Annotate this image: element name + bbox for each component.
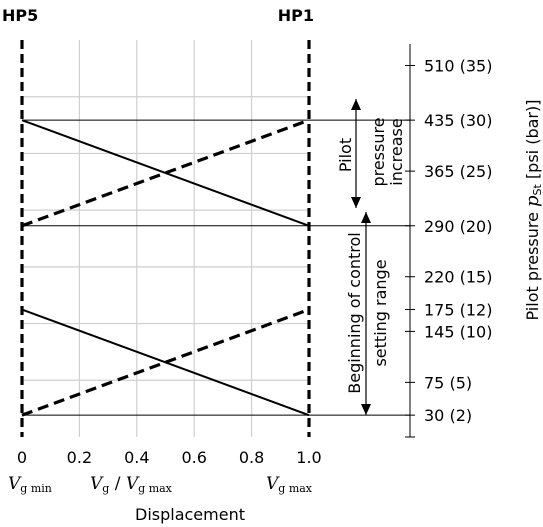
x-tick-label-1: 0.2 xyxy=(67,448,92,467)
y-tick-label-4: 220 (15) xyxy=(424,268,492,287)
y-tick-label-5: 175 (12) xyxy=(424,301,492,320)
series-line-2 xyxy=(21,308,310,417)
x-tick-label-3: 0.6 xyxy=(181,448,206,467)
y-axis: 510 (35) 435 (30) 365 (25) 290 (20) 220 (15)… xyxy=(405,44,492,438)
reference-lines xyxy=(22,119,410,416)
annotation-upper: Pilot pressure increase xyxy=(336,117,406,186)
y-tick-label-2: 365 (25) xyxy=(424,162,492,181)
svg-text:Pilot: Pilot xyxy=(336,138,355,172)
annotation-lower: Beginning of control setting range xyxy=(345,232,390,394)
svg-text:increase: increase xyxy=(387,118,406,185)
hp5-label: HP5 xyxy=(2,6,38,25)
x-axis-title: Displacement xyxy=(135,505,245,524)
svg-text:Beginning of control: Beginning of control xyxy=(345,232,364,394)
svg-text:pressure: pressure xyxy=(369,117,388,186)
y-tick-label-6: 145 (10) xyxy=(424,322,492,341)
x-tick-label-0: 0 xyxy=(17,448,27,467)
x-tick-labels: 0 0.2 0.4 0.6 0.8 1.0 xyxy=(17,448,322,467)
hp1-label: HP1 xyxy=(278,6,314,25)
x-symbol-ratio: Vg / Vg max xyxy=(90,474,173,495)
x-tick-label-2: 0.4 xyxy=(124,448,149,467)
svg-text:setting range: setting range xyxy=(371,259,390,366)
x-tick-label-5: 1.0 xyxy=(296,448,321,467)
y-tick-label-3: 290 (20) xyxy=(424,217,492,236)
series-line-0 xyxy=(21,119,310,227)
x-symbol-max: Vg max xyxy=(266,474,313,495)
y-tick-label-7: 75 (5) xyxy=(424,373,472,392)
pilot-pressure-bracket xyxy=(351,99,361,208)
y-tick-label-8: 30 (2) xyxy=(424,406,472,425)
x-tick-label-4: 0.8 xyxy=(239,448,264,467)
y-axis-title: Pilot pressure pSt [psi (bar)] xyxy=(522,100,543,321)
y-tick-label-1: 435 (30) xyxy=(424,111,492,130)
y-tick-label-0: 510 (35) xyxy=(424,56,492,75)
x-symbol-min: Vg min xyxy=(8,474,52,495)
control-range-bracket xyxy=(361,212,371,415)
series-lines xyxy=(21,118,310,417)
grid-lines xyxy=(22,40,309,437)
